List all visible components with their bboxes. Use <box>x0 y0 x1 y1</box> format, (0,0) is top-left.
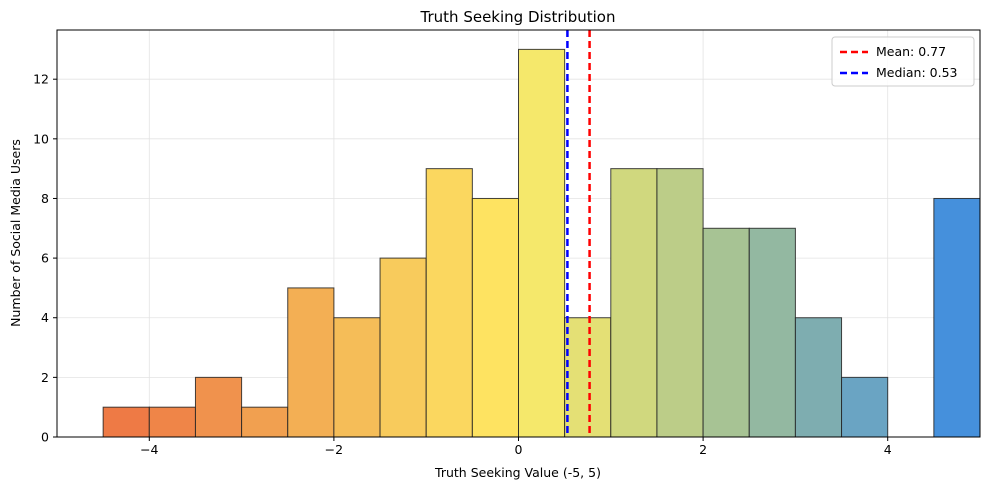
y-tick-label: 10 <box>33 131 49 146</box>
histogram-bar <box>379 257 427 438</box>
histogram-bar <box>333 317 381 438</box>
chart-title: Truth Seeking Distribution <box>420 8 616 26</box>
y-tick-label: 8 <box>41 191 49 206</box>
histogram-bar <box>702 227 750 438</box>
histogram-bar <box>194 376 243 438</box>
reference-lines <box>566 30 591 437</box>
histogram-bar <box>656 168 704 438</box>
histogram-bar <box>241 406 289 438</box>
histogram-bar <box>564 317 612 438</box>
y-tick-label: 0 <box>41 430 49 445</box>
histogram-bar <box>518 48 566 438</box>
x-tick-label: −4 <box>140 442 158 457</box>
histogram-bar <box>794 317 843 438</box>
x-tick-label: 4 <box>884 442 892 457</box>
y-tick-label: 12 <box>33 72 49 87</box>
histogram-bar <box>287 287 335 438</box>
y-tick-label: 6 <box>41 251 49 266</box>
x-axis-label: Truth Seeking Value (-5, 5) <box>434 465 601 480</box>
bars <box>102 48 981 438</box>
axis-ticks: −4 −2 0 2 4 0 2 4 6 8 10 12 <box>33 72 892 457</box>
y-tick-label: 2 <box>41 370 49 385</box>
x-tick-label: 2 <box>699 442 707 457</box>
x-tick-label: −2 <box>325 442 343 457</box>
y-axis-label: Number of Social Media Users <box>8 139 23 327</box>
x-tick-label: 0 <box>515 442 523 457</box>
legend-median-label: Median: 0.53 <box>876 65 957 80</box>
histogram-bar <box>933 197 981 438</box>
histogram-bar <box>841 376 889 438</box>
legend-mean-label: Mean: 0.77 <box>876 44 946 59</box>
histogram-bar <box>610 168 658 438</box>
histogram-bar <box>102 406 150 438</box>
histogram-bar <box>748 227 796 438</box>
histogram-bar <box>148 406 196 438</box>
histogram-bar <box>425 168 473 438</box>
y-tick-label: 4 <box>41 310 49 325</box>
legend: Mean: 0.77 Median: 0.53 <box>831 36 975 87</box>
histogram-bar <box>471 197 520 438</box>
